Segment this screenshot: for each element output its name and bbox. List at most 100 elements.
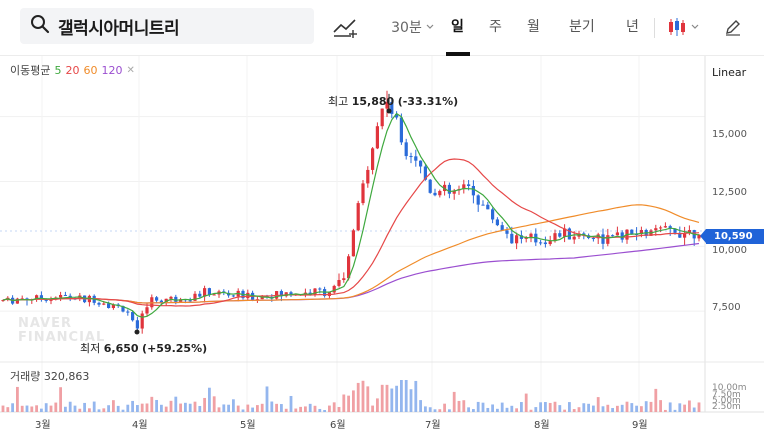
ma20-line [2,158,700,307]
candle [390,99,394,119]
volume-bars [1,380,701,412]
volume-bar [208,387,211,412]
tab-year[interactable]: 년 [626,19,639,35]
volume-bar [35,405,38,412]
volume-bar [1,405,5,412]
tab-day[interactable]: 일 [451,19,464,35]
volume-bar [112,400,115,412]
volume-bar [265,386,269,412]
edit-button[interactable] [720,10,746,44]
candle [371,147,375,175]
moving-average-legend[interactable]: 이동평균 5 20 60 120 ✕ [10,62,135,78]
volume-tick-label: 7.50m [712,390,741,400]
candle [351,228,355,257]
volume-bar [515,408,518,412]
drawing-tool-button[interactable] [330,10,360,44]
volume-tick-label: 5.00m [712,396,741,406]
volume-bar [539,402,542,412]
chevron-down-icon [691,24,699,29]
candle [327,292,331,299]
stock-search-box[interactable]: 갤럭시아머니트리 [20,8,314,44]
naver-financial-watermark: NAVER FINANCIAL [18,316,106,345]
volume-bar [347,395,350,412]
volume-bar [371,405,374,412]
volume-bar [587,403,590,412]
volume-bar [256,405,259,412]
candle [428,178,432,194]
volume-bar [544,402,547,412]
volume-tick-label: 2.50m [712,402,741,412]
volume-bar [25,405,29,412]
volume-bar [457,400,461,412]
chart-type-button[interactable] [664,10,702,44]
period-select[interactable]: 30분 [390,10,436,44]
candle [342,272,346,283]
volume-bar [640,406,643,412]
candle [678,226,682,238]
candle [231,294,235,298]
volume-bar [630,403,634,412]
volume-bar [524,393,528,412]
volume-bar [169,400,173,412]
volume-bar [659,400,662,412]
volume-bar [318,408,322,412]
candle [337,273,341,288]
volume-bar [644,401,648,412]
volume-bar [160,404,163,412]
volume-bar [500,402,504,412]
candle [347,254,351,281]
volume-bar [97,409,101,412]
tab-month[interactable]: 월 [527,19,540,35]
volume-bar [284,408,288,412]
volume-bar [409,389,413,412]
pencil-icon [726,20,740,36]
candle [25,297,29,306]
tab-week[interactable]: 주 [489,19,502,35]
low-marker-dot [134,329,140,335]
candle [15,297,19,304]
candle [419,160,423,174]
volume-bar [568,402,571,412]
volume-bar [131,400,134,412]
scale-toggle[interactable]: Linear [712,66,747,79]
volume-bar [227,404,230,412]
candle [668,224,672,236]
volume-bar [352,390,355,412]
volume-bar [102,408,106,412]
volume-bar [366,386,370,412]
volume-bar [30,406,34,412]
candle [135,317,139,331]
ma60-legend: 60 [83,63,98,77]
candle [63,291,67,296]
candlestick-icon [669,18,685,36]
volume-bar [150,396,154,412]
search-input[interactable]: 갤럭시아머니트리 [58,18,180,39]
candle [563,224,567,243]
volume-bar [419,400,422,412]
candle [495,217,499,227]
volume-bar [11,403,14,412]
y-tick-label: 10,000 [712,245,747,256]
high-marker-dot [386,108,392,114]
close-icon[interactable]: ✕ [126,64,135,76]
volume-bar [385,384,389,412]
volume-bar [424,406,427,412]
volume-bar [44,403,48,412]
candle [591,237,595,242]
volume-bar [481,402,485,412]
volume-bar [260,403,264,412]
candle [155,295,159,304]
volume-bar [428,407,432,412]
candle [620,230,624,243]
volume-bar [376,398,379,412]
volume-bar [404,380,408,412]
ma5-line [2,112,700,318]
volume-bar [241,409,245,412]
candle [203,285,207,303]
candle [515,232,519,250]
volume-bar [486,407,490,412]
tab-quarter[interactable]: 분기 [569,19,595,35]
current-price-badge: 10,590 [700,229,764,244]
volume-bar [73,405,77,412]
